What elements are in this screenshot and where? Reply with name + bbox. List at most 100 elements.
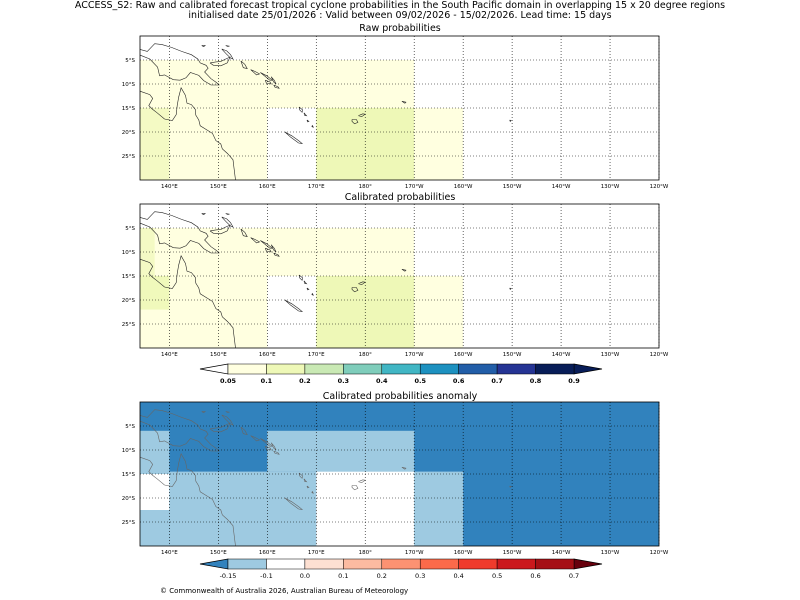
probability-region: [414, 471, 464, 546]
colorbar-tick-label: 0.6: [453, 377, 465, 385]
coastline: [225, 213, 231, 215]
colorbar-extend-high: [573, 363, 603, 375]
lon-tick-label: 180°: [359, 352, 372, 358]
coastline: [209, 224, 231, 235]
coastline: [509, 287, 512, 290]
colorbar-swatch: [343, 363, 383, 375]
coastline: [270, 442, 277, 451]
lon-tick-label: 150°E: [210, 352, 227, 358]
coastline: [265, 79, 272, 85]
colorbar-swatch: [458, 363, 498, 375]
coastline: [298, 106, 303, 113]
coastline: [139, 222, 220, 254]
lon-tick-label: 130°W: [601, 184, 620, 190]
coastline: [221, 48, 234, 60]
lat-tick-label: 10°S: [122, 250, 136, 256]
coastline: [306, 119, 310, 123]
lon-tick-label: 170°E: [308, 550, 325, 556]
lat-tick-label: 20°S: [122, 496, 136, 502]
probability-region: [414, 276, 464, 348]
coastline: [284, 497, 304, 510]
coastline: [284, 131, 304, 144]
coastline: [240, 60, 248, 70]
colorbar-swatch: [304, 558, 344, 570]
coastline: [401, 101, 407, 104]
colorbar-swatch: [496, 363, 536, 375]
probability-region: [140, 510, 170, 546]
colorbar-swatch: [496, 558, 536, 570]
probability-region: [140, 276, 170, 310]
coastline: [306, 485, 310, 489]
colorbar-tick-label: 0.7: [569, 572, 579, 580]
coastline: [139, 453, 236, 547]
coastline: [273, 450, 280, 455]
lon-tick-label: 170°W: [405, 352, 424, 358]
coastline: [139, 43, 220, 86]
coastline: [351, 287, 359, 293]
lon-tick-label: 140°W: [552, 184, 571, 190]
lon-tick-label: 170°E: [308, 184, 325, 190]
lon-tick-label: 150°W: [503, 184, 522, 190]
coastline: [273, 84, 280, 89]
colorbar-extend-high: [573, 558, 603, 570]
coastline: [303, 112, 308, 117]
lat-tick-label: 20°S: [122, 298, 136, 304]
lon-tick-label: 140°W: [552, 352, 571, 358]
lon-tick-label: 160°W: [454, 352, 473, 358]
anomaly-colorbar: -0.15 -0.1 0.0 0.1 0.2 0.3 0.4 0.5 0.6 0.7: [199, 558, 603, 580]
lat-tick-label: 5°S: [125, 226, 135, 232]
coastline: [509, 485, 512, 488]
coastline: [298, 472, 303, 479]
colorbar-tick-label: 0.9: [568, 377, 580, 385]
lon-tick-label: 120°W: [650, 550, 669, 556]
lon-tick-label: 180°: [359, 550, 372, 556]
map-frame: [139, 35, 660, 181]
coastline: [265, 247, 272, 253]
lat-tick-label: 20°S: [122, 130, 136, 136]
probability-region: [140, 108, 170, 180]
coastline: [139, 54, 220, 86]
coastline: [303, 478, 308, 483]
raw-probabilities-map: 140°E 150°E 160°E 170°E 180° 170°W 160°W 150°W 1…: [122, 35, 669, 190]
panel-title-calibrated: Calibrated probabilities: [344, 192, 456, 203]
lat-tick-label: 15°S: [122, 274, 136, 280]
coastline: [139, 420, 220, 452]
lon-tick-label: 120°W: [650, 184, 669, 190]
colorbar-tick-label: 0.2: [299, 377, 311, 385]
colorbar-swatch: [304, 363, 344, 375]
colorbar-swatch: [266, 363, 306, 375]
lat-tick-label: 5°S: [125, 424, 135, 430]
probability-region: [414, 108, 464, 180]
colorbar-tick-label: 0.3: [415, 572, 425, 580]
lon-tick-label: 160°E: [259, 184, 276, 190]
coastline: [260, 72, 274, 81]
colorbar-tick-label: 0.4: [453, 572, 463, 580]
figure-title-line1: ACCESS_S2: Raw and calibrated forecast t…: [74, 0, 726, 11]
figure-title-line2: initialised date 25/01/2026 : Valid betw…: [188, 10, 612, 21]
probability-region: [316, 471, 415, 546]
colorbar-swatch: [535, 558, 575, 570]
coastline: [250, 69, 261, 76]
colorbar-tick-label: 0.8: [530, 377, 542, 385]
coastline: [250, 435, 261, 442]
lon-tick-label: 130°W: [601, 352, 620, 358]
coastline: [401, 269, 407, 272]
coastline: [139, 409, 220, 452]
colorbar-tick-label: 0.5: [492, 572, 502, 580]
lat-tick-label: 25°S: [122, 154, 136, 160]
probability-region: [267, 430, 415, 472]
coastline: [209, 422, 231, 433]
coastline: [201, 411, 207, 413]
coastline: [225, 45, 231, 47]
lon-tick-label: 140°E: [161, 550, 178, 556]
lon-tick-label: 120°W: [650, 352, 669, 358]
lat-tick-label: 25°S: [122, 322, 136, 328]
lon-tick-label: 160°E: [259, 352, 276, 358]
coastline: [201, 213, 207, 215]
lon-tick-label: 150°W: [503, 550, 522, 556]
colorbar-swatch: [227, 363, 267, 375]
colorbar-tick-label: 0.3: [338, 377, 350, 385]
coastline: [265, 445, 272, 451]
probability-region: [140, 430, 170, 474]
coastline: [221, 216, 234, 228]
